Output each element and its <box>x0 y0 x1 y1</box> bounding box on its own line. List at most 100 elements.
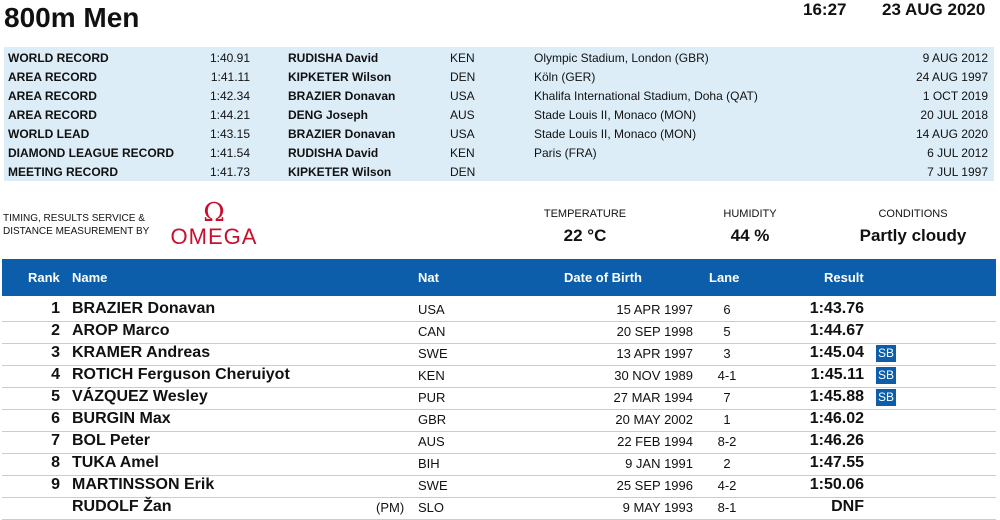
record-type: DIAMOND LEAGUE RECORD <box>8 146 175 160</box>
record-nat: KEN <box>450 146 475 160</box>
cell-lane: 3 <box>723 346 731 361</box>
record-row: MEETING RECORD 1:41.73 KIPKETER Wilson DEN 7… <box>4 163 994 182</box>
cell-lane: 4-1 <box>717 368 737 383</box>
cell-name: VÁZQUEZ Wesley <box>72 388 208 405</box>
header-date: 23 AUG 2020 <box>882 0 986 19</box>
table-row: 9 MARTINSSON Erik SWE 25 SEP 1996 4-2 1:50.06 <box>2 475 996 498</box>
record-venue: Paris (FRA) <box>534 146 597 160</box>
cell-result: 1:45.04 <box>809 344 864 361</box>
cell-name: BURGIN Max <box>72 410 171 427</box>
cell-lane: 2 <box>723 456 731 471</box>
cell-nat: BIH <box>418 456 440 471</box>
record-time: 1:43.15 <box>209 127 250 141</box>
cell-result: 1:46.26 <box>809 432 864 449</box>
cell-name: BRAZIER Donavan <box>72 300 216 317</box>
record-name: DENG Joseph <box>288 108 369 122</box>
record-row: DIAMOND LEAGUE RECORD 1:41.54 RUDISHA Davi… <box>4 144 994 163</box>
cell-lane: 7 <box>723 390 731 405</box>
table-row: 7 BOL Peter AUS 22 FEB 1994 8-2 1:46.26 <box>2 431 996 454</box>
record-type: AREA RECORD <box>8 89 97 103</box>
record-time: 1:40.91 <box>209 51 250 65</box>
record-time: 1:44.21 <box>209 108 250 122</box>
cell-result: 1:45.11 <box>810 366 864 383</box>
cell-nat: CAN <box>418 324 446 339</box>
cell-dob: 25 SEP 1996 <box>616 478 693 493</box>
cell-name: BOL Peter <box>72 432 150 449</box>
cell-rank: 2 <box>51 322 60 339</box>
record-nat: AUS <box>450 108 475 122</box>
record-venue: Stade Louis II, Monaco (MON) <box>534 127 697 141</box>
record-date: 7 JUL 1997 <box>927 165 988 179</box>
record-row: AREA RECORD 1:44.21 DENG Joseph AUS Stade Lo… <box>4 106 994 125</box>
record-name: BRAZIER Donavan <box>288 89 396 103</box>
cell-result: 1:43.76 <box>809 300 864 317</box>
record-type: MEETING RECORD <box>8 165 119 179</box>
sponsor-line-1: TIMING, RESULTS SERVICE & <box>3 213 145 224</box>
cell-nat: GBR <box>418 412 447 427</box>
humidity: HUMIDITY 44 % <box>700 208 800 246</box>
record-date: 9 AUG 2012 <box>922 51 988 65</box>
conditions-label: CONDITIONS <box>878 208 948 220</box>
temperature-label: TEMPERATURE <box>543 208 627 220</box>
record-time: 1:41.54 <box>209 146 250 160</box>
cell-result: 1:46.02 <box>809 410 864 427</box>
omega-symbol-icon: Ω <box>203 198 225 228</box>
cell-lane: 4-2 <box>717 478 737 493</box>
cell-nat: PUR <box>418 390 446 405</box>
cell-result: 1:44.67 <box>809 322 864 339</box>
temperature: TEMPERATURE 22 °C <box>535 208 635 246</box>
table-row: 2 AROP Marco CAN 20 SEP 1998 5 1:44.67 <box>2 321 996 344</box>
cell-rank: 8 <box>51 454 60 471</box>
sb-badge: SB <box>876 367 897 384</box>
cell-dob: 9 MAY 1993 <box>622 500 693 515</box>
cell-nat: SLO <box>418 500 445 515</box>
humidity-value: 44 % <box>730 226 770 245</box>
cell-nat: SWE <box>418 346 448 361</box>
record-row: AREA RECORD 1:42.34 BRAZIER Donavan USA Khal… <box>4 87 994 106</box>
header-lane: Lane <box>709 270 740 285</box>
temperature-value: 22 °C <box>563 226 607 245</box>
record-row: WORLD LEAD 1:43.15 BRAZIER Donavan USA Stade… <box>4 125 994 144</box>
cell-dob: 30 NOV 1989 <box>614 368 693 383</box>
records-panel: WORLD RECORD 1:40.91 RUDISHA David KEN Olymp… <box>4 47 994 181</box>
record-date: 20 JUL 2018 <box>920 108 988 122</box>
cell-rank: 7 <box>51 432 60 449</box>
record-type: AREA RECORD <box>8 108 97 122</box>
cell-rank: 5 <box>51 388 60 405</box>
cell-lane: 1 <box>723 412 731 427</box>
cell-name: MARTINSSON Erik <box>72 476 215 493</box>
conditions-value: Partly cloudy <box>859 226 967 245</box>
record-venue: Khalifa International Stadium, Doha (QAT… <box>534 89 758 103</box>
record-nat: KEN <box>450 51 475 65</box>
record-row: AREA RECORD 1:41.11 KIPKETER Wilson DEN Köln… <box>4 68 994 87</box>
record-date: 6 JUL 2012 <box>927 146 988 160</box>
record-name: BRAZIER Donavan <box>288 127 396 141</box>
cell-result: 1:47.55 <box>809 454 864 471</box>
cell-dob: 15 APR 1997 <box>616 302 693 317</box>
cell-lane: 8-1 <box>717 500 737 515</box>
cell-result: DNF <box>831 498 864 515</box>
record-nat: DEN <box>450 70 476 84</box>
cell-result: 1:45.88 <box>809 388 864 405</box>
table-row: 4 ROTICH Ferguson Cheruiyot KEN 30 NOV 1989… <box>2 365 996 388</box>
cell-name: RUDOLF Žan <box>72 498 172 515</box>
cell-nat: SWE <box>418 478 448 493</box>
sponsor-line-2: DISTANCE MEASUREMENT BY <box>3 226 150 237</box>
record-name: RUDISHA David <box>288 146 379 160</box>
cell-name: TUKA Amel <box>72 454 159 471</box>
cell-dob: 20 MAY 2002 <box>615 412 693 427</box>
cell-dob: 20 SEP 1998 <box>616 324 693 339</box>
cell-rank: 9 <box>51 476 60 493</box>
cell-nat: USA <box>418 302 445 317</box>
record-time: 1:42.34 <box>209 89 250 103</box>
humidity-label: HUMIDITY <box>723 208 777 220</box>
record-name: RUDISHA David <box>288 51 379 65</box>
record-name: KIPKETER Wilson <box>288 165 392 179</box>
record-row: WORLD RECORD 1:40.91 RUDISHA David KEN Olymp… <box>4 49 994 68</box>
cell-dob: 9 JAN 1991 <box>625 456 693 471</box>
cell-dob: 27 MAR 1994 <box>613 390 694 405</box>
record-type: WORLD LEAD <box>8 127 90 141</box>
cell-pm: (PM) <box>376 500 405 515</box>
cell-rank: 3 <box>51 344 60 361</box>
page-title: 800m Men <box>4 2 140 33</box>
